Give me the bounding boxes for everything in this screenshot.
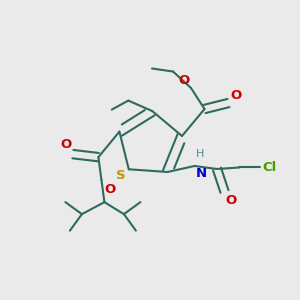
Text: O: O: [104, 183, 116, 196]
Text: O: O: [230, 88, 241, 101]
Text: S: S: [116, 169, 126, 182]
Text: H: H: [195, 149, 204, 159]
Text: Cl: Cl: [262, 161, 276, 174]
Text: O: O: [178, 74, 190, 86]
Text: O: O: [60, 138, 71, 151]
Text: O: O: [225, 194, 236, 208]
Text: N: N: [195, 167, 206, 180]
